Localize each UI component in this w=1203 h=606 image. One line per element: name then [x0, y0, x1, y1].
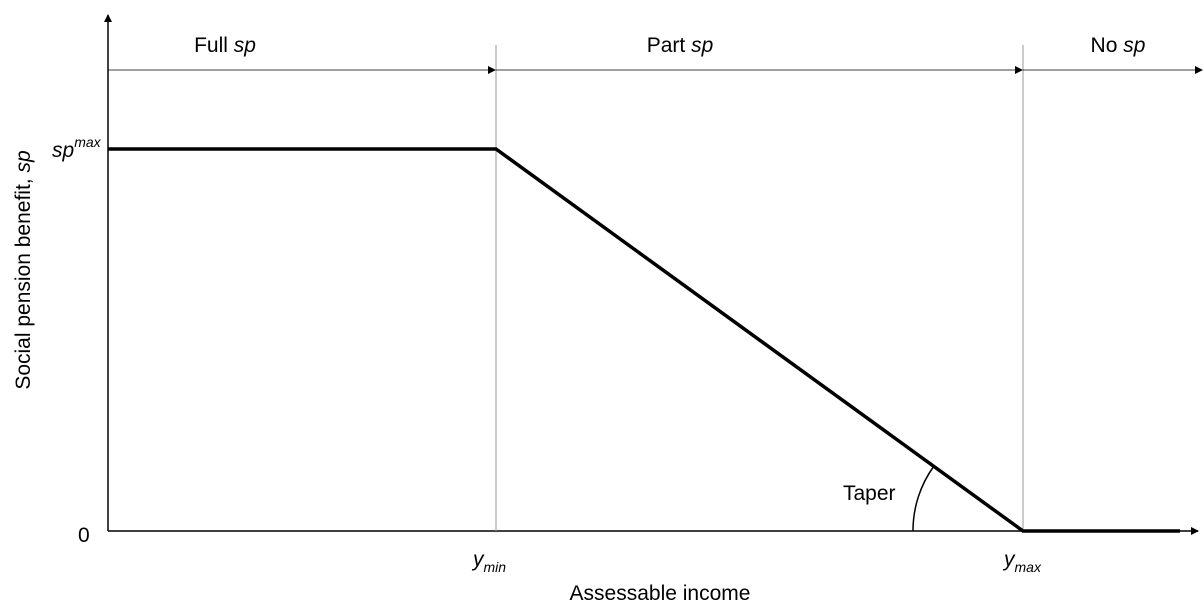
text-part: sp	[691, 34, 713, 57]
taper-label: Taper	[843, 482, 896, 505]
region-label: Part sp	[647, 34, 714, 57]
y-tick-label: spmax	[52, 134, 102, 162]
benefit-line	[108, 147, 1180, 533]
text-part: Full	[194, 34, 228, 57]
x-tick-label: ymax	[1002, 548, 1042, 575]
x-tick-label: ymin	[471, 548, 506, 575]
taper-arc	[912, 465, 935, 532]
text-part: No	[1091, 34, 1118, 57]
text-part: y	[1002, 548, 1016, 571]
text-part: sp	[52, 139, 74, 162]
text-part: sp	[12, 150, 35, 172]
text-part: min	[484, 559, 507, 575]
y-tick-label: 0	[78, 524, 90, 547]
text-part: Social pension benefit,	[12, 178, 35, 389]
region-label: Full sp	[194, 34, 256, 57]
x-axis-title: Assessable income	[570, 582, 751, 605]
region-label: No sp	[1091, 34, 1146, 57]
text-part: y	[471, 548, 485, 571]
text-part: sp	[234, 34, 256, 57]
y-axis-title: Social pension benefit, sp	[12, 150, 35, 389]
text-part: sp	[1123, 34, 1145, 57]
text-part: max	[1015, 559, 1042, 575]
text-part: Part	[647, 34, 686, 57]
text-part: max	[74, 134, 101, 150]
